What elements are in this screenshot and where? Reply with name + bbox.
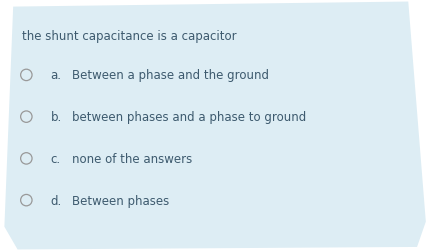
Text: b.: b.	[50, 111, 62, 124]
Text: Between a phase and the ground: Between a phase and the ground	[72, 69, 269, 82]
Text: Between phases: Between phases	[72, 194, 170, 207]
Text: a.: a.	[50, 69, 61, 82]
Text: none of the answers: none of the answers	[72, 152, 192, 165]
Text: between phases and a phase to ground: between phases and a phase to ground	[72, 111, 306, 124]
Text: d.: d.	[50, 194, 62, 207]
Polygon shape	[4, 3, 425, 249]
Text: c.: c.	[50, 152, 60, 165]
Text: the shunt capacitance is a capacitor: the shunt capacitance is a capacitor	[22, 30, 236, 43]
